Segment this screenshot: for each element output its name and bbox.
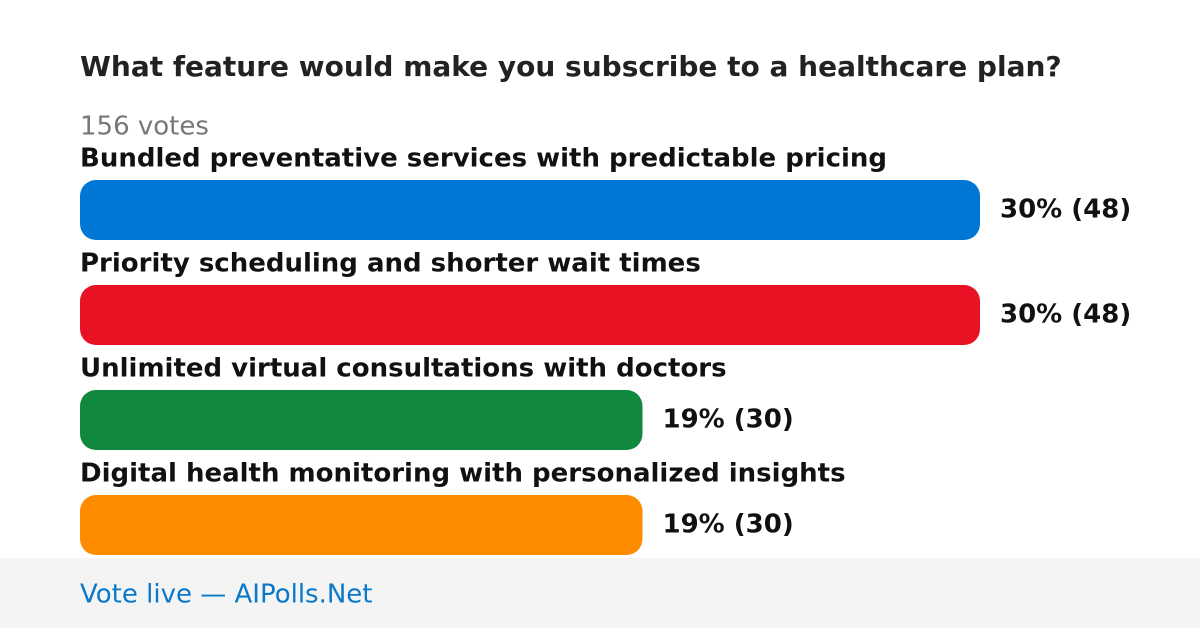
- bar: [80, 285, 980, 345]
- footer-bar: [0, 558, 1200, 628]
- poll-title: What feature would make you subscribe to…: [80, 50, 1062, 83]
- value-label: 30% (48): [1000, 195, 1131, 225]
- footer-link[interactable]: Vote live — AIPolls.Net: [80, 580, 373, 610]
- option-label: Priority scheduling and shorter wait tim…: [80, 249, 701, 279]
- option-label: Digital health monitoring with personali…: [80, 459, 846, 489]
- vote-count: 156 votes: [80, 112, 209, 142]
- bar: [80, 495, 643, 555]
- bar: [80, 180, 980, 240]
- option-label: Unlimited virtual consultations with doc…: [80, 354, 727, 384]
- value-label: 19% (30): [663, 510, 794, 540]
- value-label: 19% (30): [663, 405, 794, 435]
- bar: [80, 390, 643, 450]
- option-label: Bundled preventative services with predi…: [80, 144, 887, 174]
- value-label: 30% (48): [1000, 300, 1131, 330]
